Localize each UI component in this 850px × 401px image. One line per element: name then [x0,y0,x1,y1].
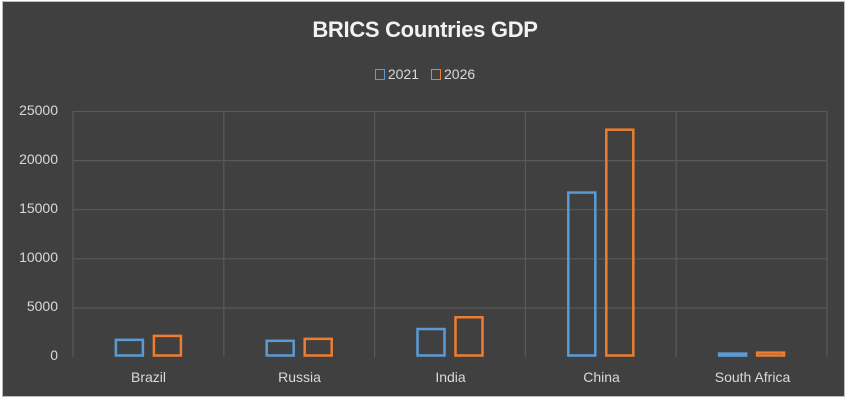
bar-china-2021 [567,191,597,357]
y-tick-15000: 15000 [19,200,58,216]
y-tick-25000: 25000 [19,102,58,118]
legend-item-2021: 2021 [374,66,419,82]
legend-label-2021: 2021 [387,66,419,82]
y-tick-5000: 5000 [26,298,58,314]
x-tick-russia: Russia [278,369,321,385]
x-tick-brazil: Brazil [130,369,166,385]
y-tick-20000: 20000 [19,151,58,167]
chart-frame [2,1,845,397]
x-tick-south-africa: South Africa [714,369,791,385]
y-tick-0: 0 [50,347,58,363]
legend-label-2026: 2026 [444,66,476,82]
bar-brazil-2026 [152,334,183,357]
legend-swatch-2026 [431,68,441,80]
y-tick-10000: 10000 [19,249,58,265]
bar-south-africa-2026 [755,351,786,357]
bar-brazil-2021 [114,338,145,357]
x-tick-india: India [435,369,466,385]
bar-india-2026 [454,316,484,357]
bar-south-africa-2021 [717,352,748,357]
legend: 2021 2026 [0,66,850,82]
legend-item-2026: 2026 [431,66,475,82]
legend-swatch-2021 [374,68,385,80]
chart-title: BRICS Countries GDP [312,17,538,42]
bar-russia-2026 [303,337,333,357]
bar-india-2021 [416,327,446,357]
x-tick-china: China [583,369,620,385]
bar-china-2026 [605,128,635,357]
bar-russia-2021 [265,339,295,357]
